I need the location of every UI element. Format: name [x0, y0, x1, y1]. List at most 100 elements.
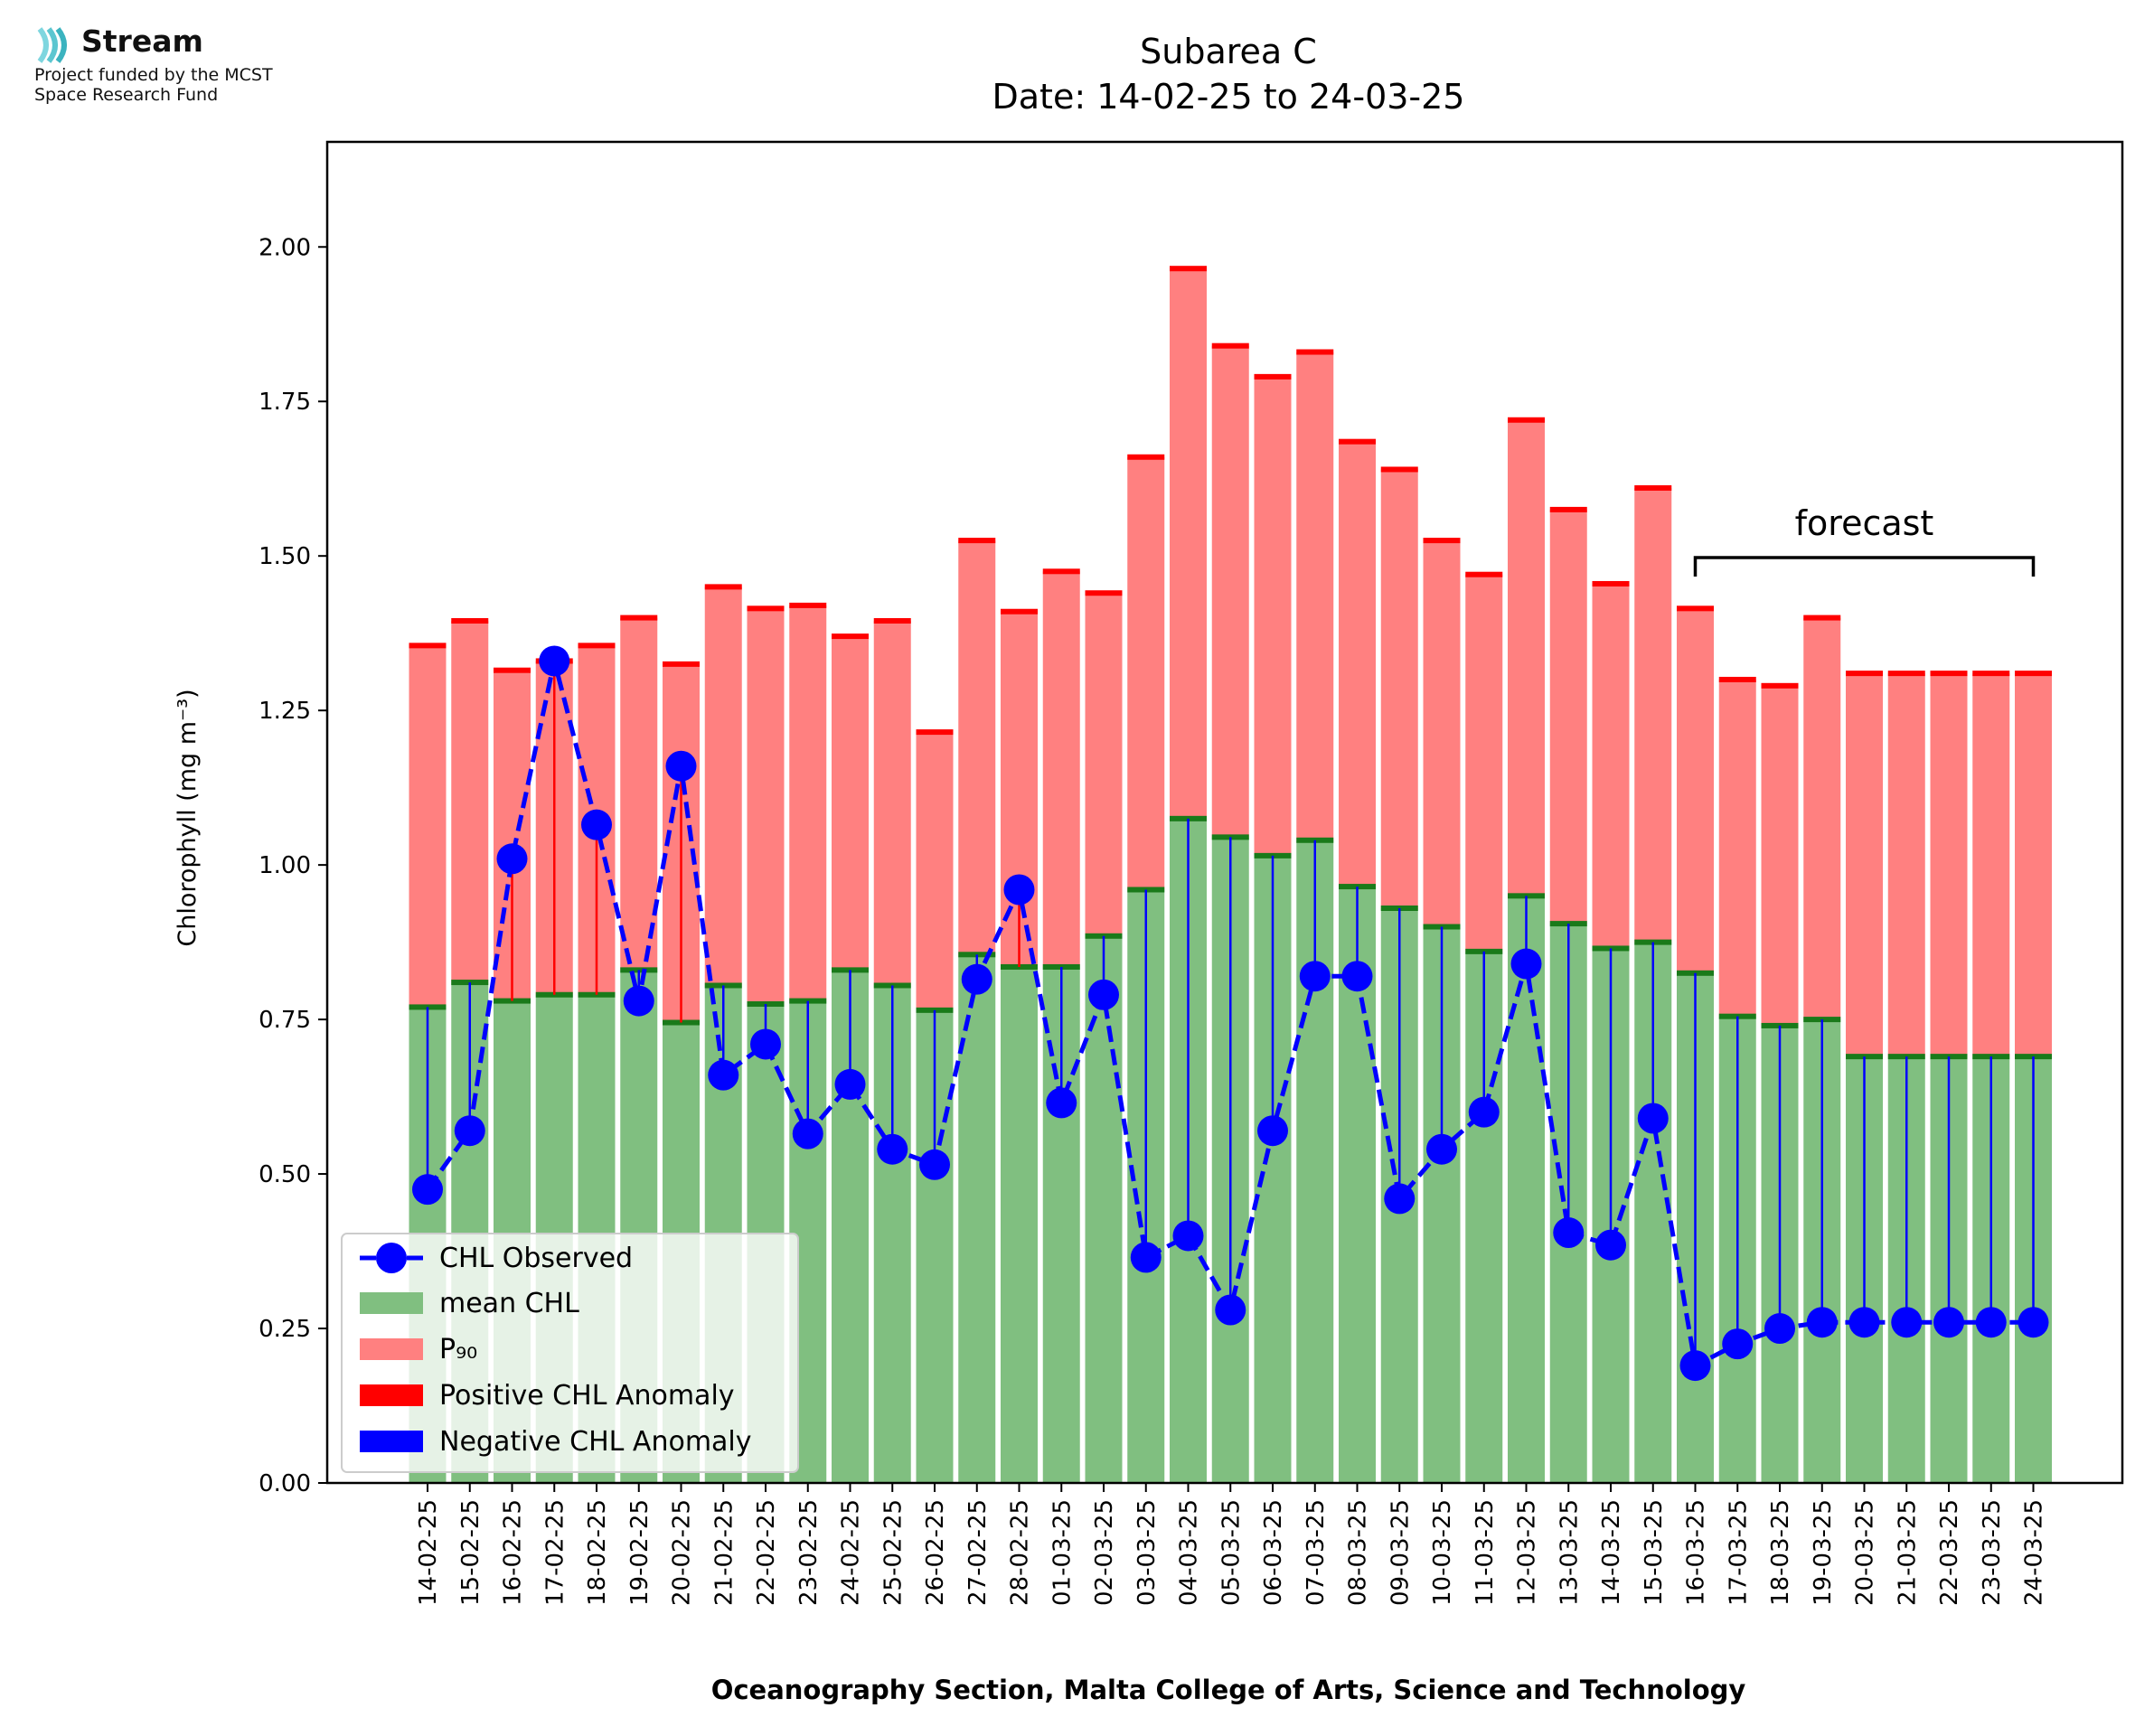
observed-point: [1215, 1294, 1246, 1326]
p90-cap: [1042, 568, 1080, 575]
p90-cap: [747, 605, 785, 612]
wave-logo-icon: [37, 27, 67, 63]
legend-positive-swatch: [360, 1384, 423, 1406]
p90-bar: [1296, 352, 1334, 840]
p90-cap: [494, 667, 531, 673]
p90-cap: [1634, 484, 1672, 491]
x-tick-label: 13-03-25: [1556, 1499, 1583, 1606]
p90-bar: [1423, 540, 1461, 927]
observed-point: [1722, 1328, 1754, 1360]
x-tick-label: 28-02-25: [1007, 1499, 1034, 1606]
x-tick-label: 20-03-25: [1852, 1499, 1879, 1606]
legend-box: [341, 1233, 799, 1473]
x-tick-label: 06-03-25: [1260, 1499, 1287, 1606]
x-tick-label: 09-03-25: [1387, 1499, 1414, 1606]
p90-bar: [1085, 593, 1123, 936]
observed-point: [1088, 979, 1119, 1010]
p90-bar: [1803, 617, 1841, 1020]
observed-point: [1933, 1307, 1964, 1338]
p90-bar: [1211, 345, 1249, 838]
x-tick-label: 16-02-25: [500, 1499, 527, 1606]
observed-point: [496, 843, 528, 875]
observed-point: [1299, 961, 1331, 992]
observed-point: [1384, 1183, 1416, 1215]
p90-bar: [789, 605, 827, 1001]
forecast-annotation: forecast: [1693, 503, 2036, 577]
p90-bar: [1972, 673, 2010, 1057]
p90-cap: [578, 643, 616, 649]
y-tick-label: 0.25: [259, 1316, 311, 1343]
observed-point: [1468, 1096, 1500, 1128]
p90-cap: [704, 584, 742, 590]
x-tick-label: 22-02-25: [753, 1499, 780, 1606]
p90-cap: [451, 618, 489, 624]
logo-funding-text: Project funded by the MCST Space Researc…: [34, 65, 273, 105]
p90-bar: [1677, 608, 1714, 973]
observed-point: [1891, 1307, 1923, 1338]
p90-cap: [1677, 605, 1714, 612]
p90-bar: [1549, 509, 1587, 924]
p90-cap: [1846, 671, 1883, 677]
observed-point: [834, 1068, 866, 1100]
p90-bar: [1761, 685, 1799, 1026]
p90-cap: [2015, 671, 2052, 677]
anomaly-lines-layer: [426, 661, 2035, 1366]
legend-mean-swatch: [360, 1292, 423, 1314]
mean-bar: [1508, 896, 1545, 1483]
mean-bar: [958, 954, 996, 1483]
p90-bar: [1846, 673, 1883, 1057]
observed-point: [1637, 1103, 1669, 1134]
x-tick-label: 15-02-25: [457, 1499, 484, 1606]
plot-frame: [325, 140, 2124, 1485]
p90-cap: [789, 602, 827, 608]
x-tick-label: 04-03-25: [1176, 1499, 1203, 1606]
legend-label-positive: Positive CHL Anomaly: [439, 1380, 735, 1412]
p90-cap: [1001, 608, 1038, 615]
observed-point: [2018, 1307, 2049, 1338]
x-tick-label: 21-03-25: [1894, 1499, 1921, 1606]
legend-observed-marker: [376, 1243, 407, 1273]
x-tick-label: 24-02-25: [838, 1499, 865, 1606]
p90-cap: [1465, 571, 1503, 577]
p90-cap: [1549, 506, 1587, 512]
p90-bar: [873, 621, 911, 986]
axes-layer: 0.00 0.25 0.50 0.75 1.00 1.25 1.50 1.75 2.00 14-0…: [259, 140, 2124, 1606]
p90-bar: [620, 617, 658, 971]
x-tick-label: 27-02-25: [964, 1499, 992, 1606]
p90-cap: [1211, 343, 1249, 349]
p90-cap: [1423, 538, 1461, 544]
observed-point: [1172, 1220, 1204, 1252]
x-tick-label: 20-02-25: [669, 1499, 696, 1606]
p90-bar: [1634, 487, 1672, 943]
observed-point: [665, 750, 697, 782]
p90-cap: [1254, 373, 1292, 380]
observed-series-layer: [412, 645, 2049, 1382]
mean-bar: [1085, 935, 1123, 1483]
legend-label-negative: Negative CHL Anomaly: [439, 1426, 752, 1458]
x-tick-label: 05-03-25: [1218, 1499, 1245, 1606]
p90-cap: [832, 633, 869, 640]
x-tick-label: 25-02-25: [879, 1499, 907, 1606]
p90-bar: [2015, 673, 2052, 1057]
observed-point: [1257, 1115, 1288, 1147]
p90-bar: [1380, 469, 1418, 908]
y-tick-label: 0.00: [259, 1470, 311, 1497]
observed-point: [877, 1133, 908, 1165]
x-tick-label: 23-03-25: [1979, 1499, 2006, 1606]
x-tick-label: 26-02-25: [922, 1499, 949, 1606]
observed-point: [1130, 1242, 1162, 1273]
p90-cap: [620, 615, 658, 621]
x-tick-label: 21-02-25: [710, 1499, 738, 1606]
p90-cap: [1803, 615, 1841, 621]
p90-cap: [1972, 671, 2010, 677]
legend: CHL Observed mean CHL P₉₀ Positive CHL Anom…: [341, 1233, 799, 1473]
p90-cap: [958, 538, 996, 544]
p90-bar: [1042, 571, 1080, 967]
p90-bar: [1170, 268, 1207, 819]
y-tick-label: 0.50: [259, 1161, 311, 1188]
logo-line-2: Space Research Fund: [34, 85, 219, 105]
observed-point: [1426, 1133, 1457, 1165]
p90-bar: [916, 732, 954, 1010]
p90-cap: [1930, 671, 1968, 677]
